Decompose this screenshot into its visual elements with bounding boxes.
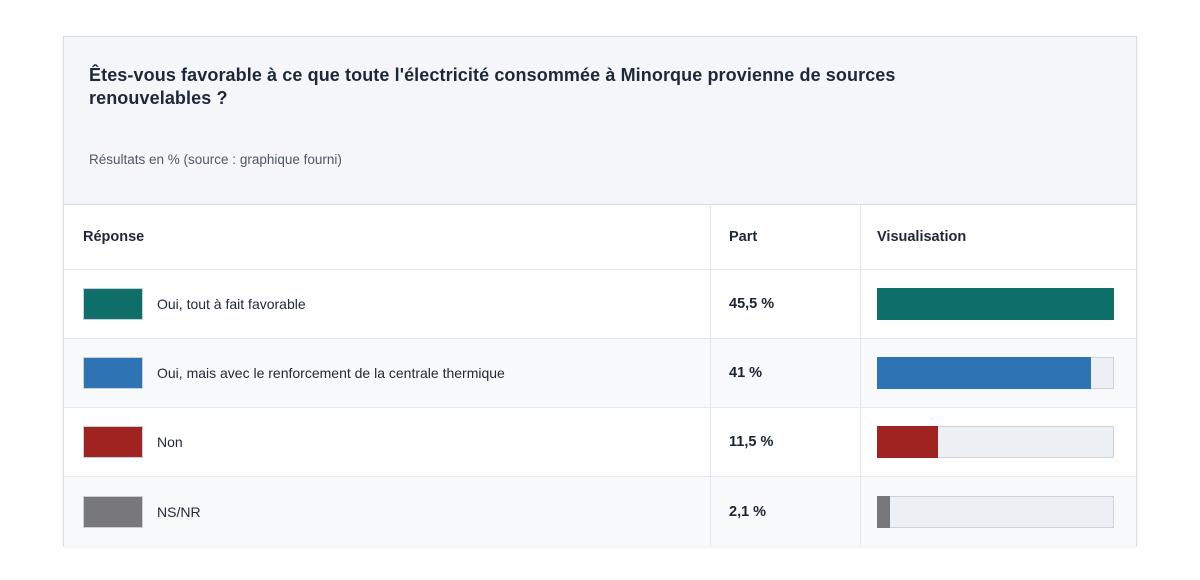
card-subtitle: Résultats en % (source : graphique fourn… [89,152,342,168]
share-value: 2,1 % [729,503,767,520]
bar-track [877,288,1114,320]
color-swatch [83,426,143,458]
share-value: 45,5 % [729,296,775,312]
table-row: Oui, mais avec le renforcement de la cen… [64,339,1136,408]
table-row: Oui, tout à fait favorable 45,5 % [64,270,1136,339]
card-header: Êtes-vous favorable à ce que toute l'éle… [64,37,1136,204]
color-swatch [83,288,143,320]
response-label: NS/NR [157,503,201,520]
table-row: NS/NR 2,1 % [64,477,1136,546]
response-label: Non [157,434,183,450]
question-title: Êtes-vous favorable à ce que toute l'éle… [89,65,896,109]
bar-fill [877,357,1091,389]
color-swatch [83,495,143,528]
response-label: Oui, tout à fait favorable [157,296,306,312]
share-value: 11,5 % [729,434,774,450]
bar-fill [877,495,890,528]
table-header-row: Réponse Part Visualisation [64,205,1136,270]
bar-track [877,426,1114,458]
table-row: Non 11,5 % [64,408,1136,477]
column-header-visualization: Visualisation [860,205,1136,269]
bar-fill [877,288,1114,320]
share-value: 41 % [729,365,763,381]
bar-track [877,357,1114,389]
results-table: Réponse Part Visualisation Oui, tout à f… [64,204,1136,546]
survey-result-card: Êtes-vous favorable à ce que toute l'éle… [63,36,1137,546]
column-header-share: Part [710,205,860,269]
bar-fill [877,426,939,458]
bar-track [877,495,1114,528]
color-swatch [83,357,143,389]
response-label: Oui, mais avec le renforcement de la cen… [157,365,505,381]
column-header-response: Réponse [83,229,145,245]
